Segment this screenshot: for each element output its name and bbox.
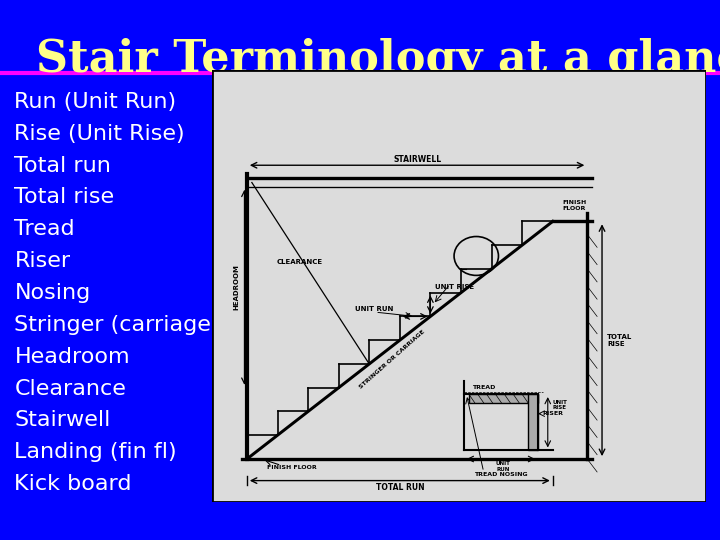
Text: Stair Terminology at a glance: Stair Terminology at a glance <box>36 38 720 82</box>
Text: Total run: Total run <box>14 156 112 176</box>
Text: UNIT RUN: UNIT RUN <box>356 306 394 312</box>
Text: Tread: Tread <box>14 219 75 239</box>
Text: FINISH
FLOOR: FINISH FLOOR <box>562 200 587 211</box>
Text: Total rise: Total rise <box>14 187 114 207</box>
Text: HEADROOM: HEADROOM <box>233 265 240 310</box>
Text: RISER: RISER <box>543 411 564 416</box>
Text: UNIT RISE: UNIT RISE <box>436 284 474 290</box>
Text: Landing (fin fl): Landing (fin fl) <box>14 442 177 462</box>
Text: CLEARANCE: CLEARANCE <box>276 259 323 265</box>
Text: TREAD NOSING: TREAD NOSING <box>474 472 528 477</box>
Text: UNIT
RUN: UNIT RUN <box>496 461 510 472</box>
Text: Riser: Riser <box>14 251 71 271</box>
Bar <box>469 394 538 403</box>
Text: Kick board: Kick board <box>14 474 132 494</box>
Bar <box>528 394 538 450</box>
Text: Headroom: Headroom <box>14 347 130 367</box>
Text: Clearance: Clearance <box>14 379 126 399</box>
Text: STRINGER OR CARRIAGE: STRINGER OR CARRIAGE <box>358 329 426 390</box>
Text: Stairwell: Stairwell <box>14 410 111 430</box>
Text: TOTAL
RISE: TOTAL RISE <box>607 334 632 347</box>
Text: STAIRWELL: STAIRWELL <box>393 155 441 164</box>
Text: FINISH FLOOR: FINISH FLOOR <box>266 465 316 470</box>
Text: UNIT
RISE: UNIT RISE <box>553 400 567 410</box>
Text: Nosing: Nosing <box>14 283 91 303</box>
Text: Stringer (carriage): Stringer (carriage) <box>14 315 220 335</box>
Text: TREAD: TREAD <box>472 385 495 390</box>
Text: Rise (Unit Rise): Rise (Unit Rise) <box>14 124 185 144</box>
Text: TOTAL RUN: TOTAL RUN <box>376 483 424 492</box>
Text: Run (Unit Run): Run (Unit Run) <box>14 92 176 112</box>
